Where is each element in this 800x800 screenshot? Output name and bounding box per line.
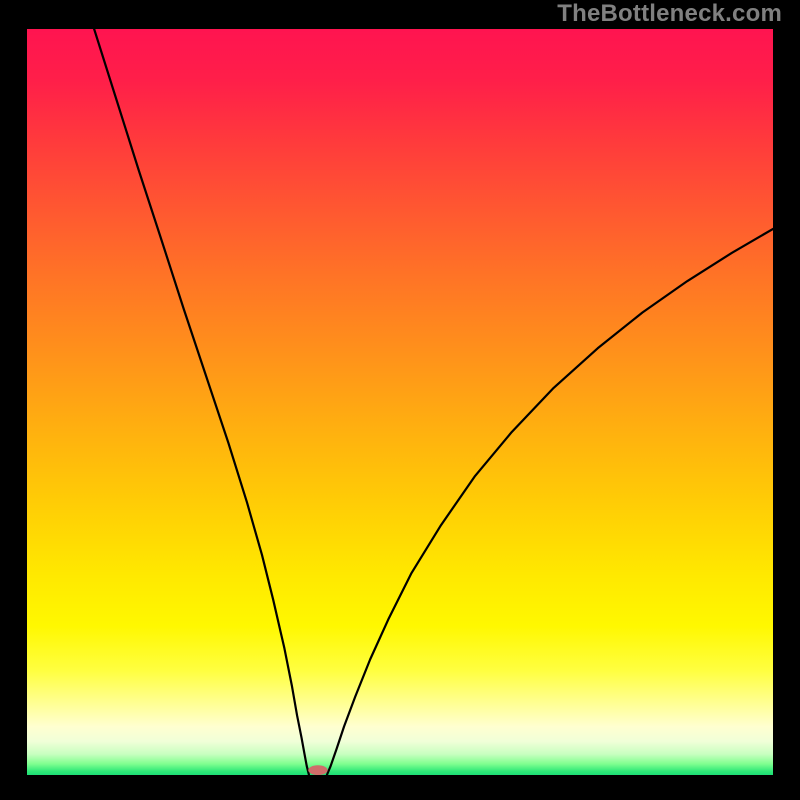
plot-area	[27, 29, 773, 775]
plot-background	[27, 29, 773, 775]
watermark-text: TheBottleneck.com	[557, 0, 782, 28]
chart-container: TheBottleneck.com	[0, 0, 800, 800]
chart-svg	[27, 29, 773, 775]
optimal-point-marker	[308, 765, 327, 775]
